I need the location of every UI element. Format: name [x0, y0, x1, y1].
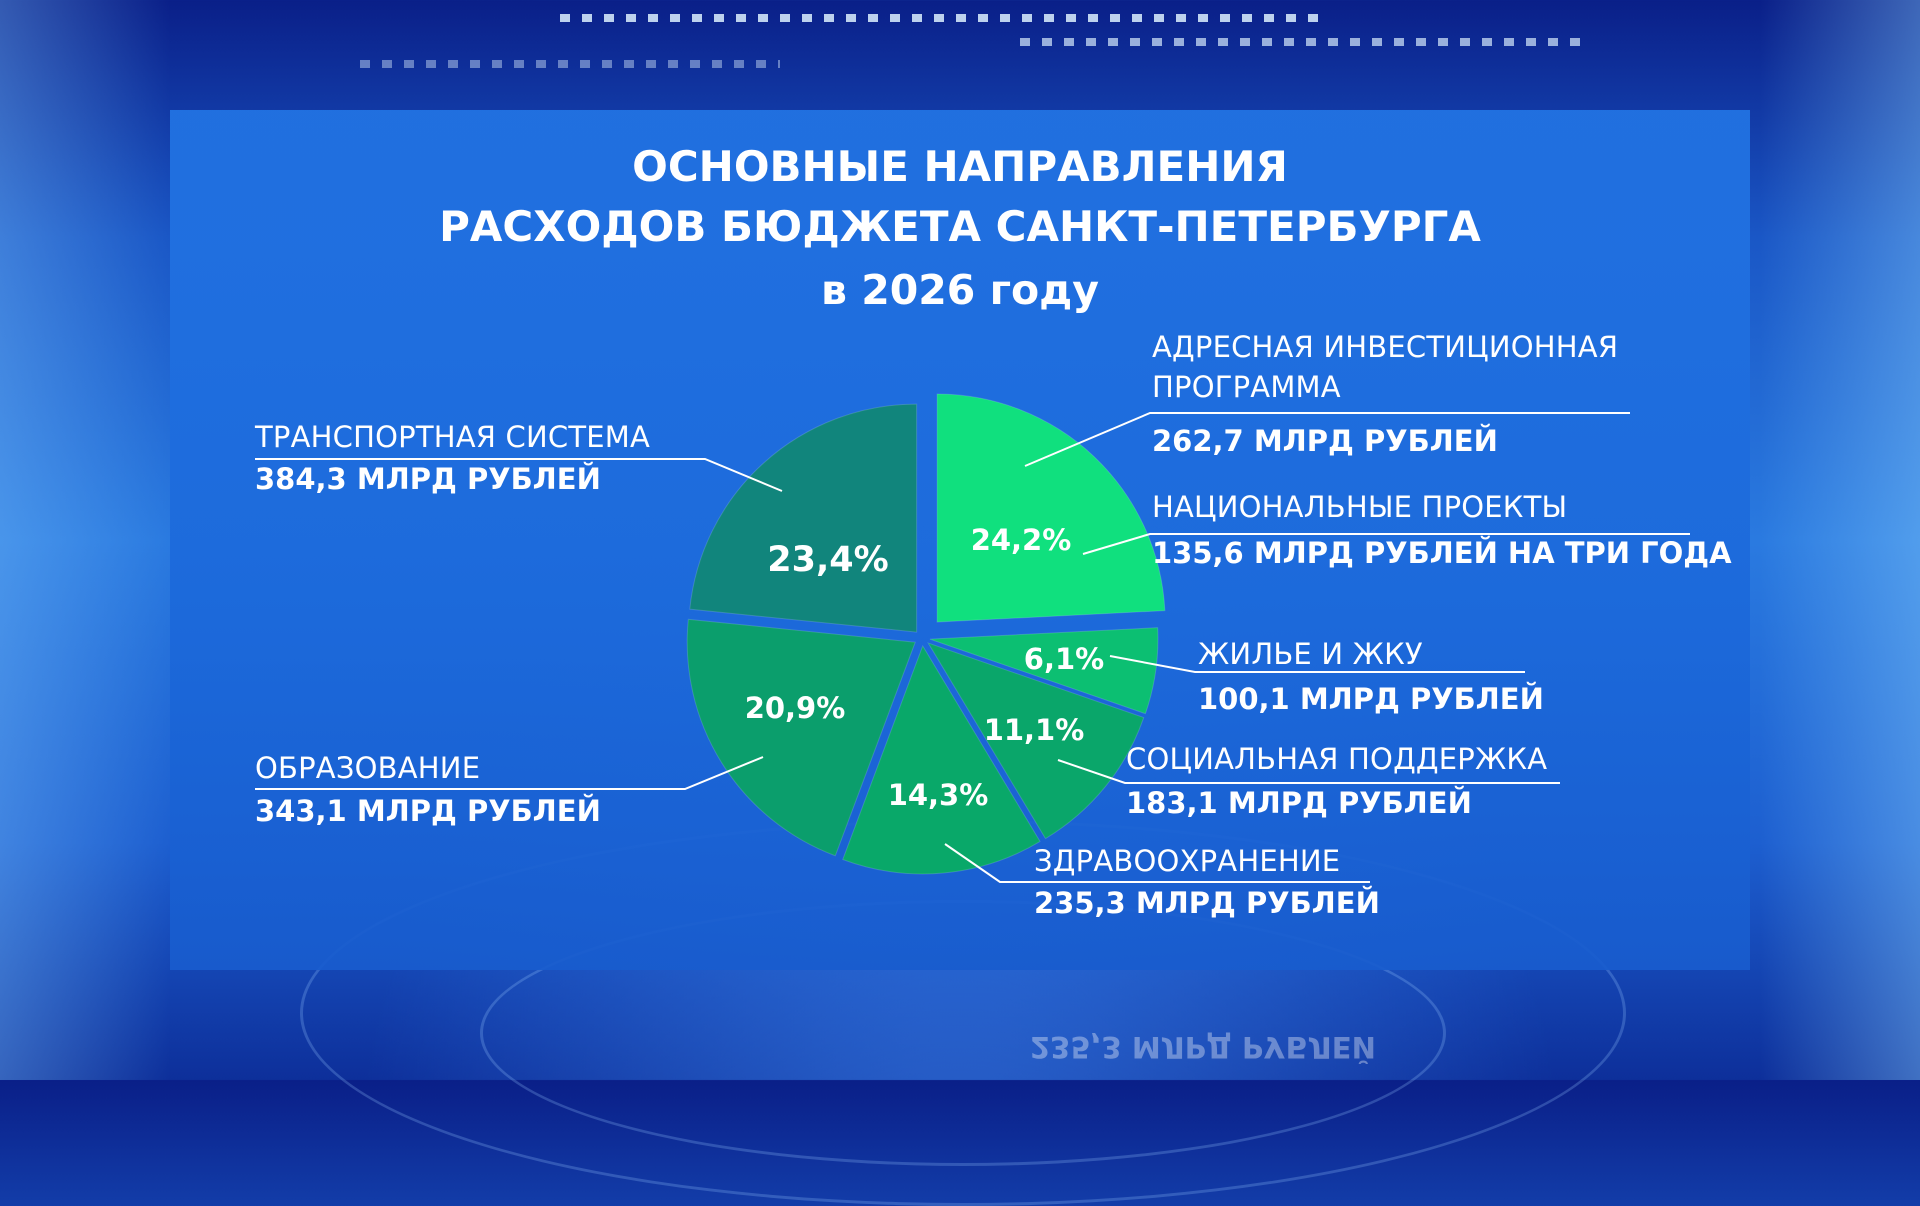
leader-line-social: [1057, 759, 1560, 784]
leader-line-education: [255, 756, 764, 790]
leader-line-transport: [255, 458, 783, 492]
healthcare-value: 235,3 МЛРД РУБЛЕЙ: [1034, 886, 1380, 920]
slice-label-social: 11,1%: [984, 713, 1085, 747]
transport-value: 384,3 МЛРД РУБЛЕЙ: [255, 462, 601, 496]
leader-line-health: [944, 843, 1370, 883]
background-lights: [360, 60, 780, 68]
background-glow-right: [1760, 0, 1920, 1080]
slice-label-housing: 6,1%: [1024, 642, 1104, 676]
slice-label-investment: 24,2%: [971, 523, 1072, 557]
investment-label: АДРЕСНАЯ ИНВЕСТИЦИОННАЯ: [1152, 330, 1619, 364]
investment-label-line-2: ПРОГРАММА: [1152, 370, 1341, 404]
leader-line-housing: [1109, 655, 1525, 673]
slice-label-education: 20,9%: [745, 691, 846, 725]
pie-slice-transport: [689, 403, 918, 633]
pie-chart: 24,2% 6,1% 11,1% 14,3% 20,9% 23,4%: [255, 393, 1690, 883]
housing-label: ЖИЛЬЕ И ЖКУ: [1198, 637, 1423, 671]
pie-slice-health: [842, 644, 1041, 875]
healthcare-label: ЗДРАВООХРАНЕНИЕ: [1034, 844, 1341, 878]
chart-title-line-2: РАСХОДОВ БЮДЖЕТА САНКТ-ПЕТЕРБУРГА: [439, 202, 1481, 251]
background-glow-left: [0, 0, 170, 1080]
investment-value: 262,7 МЛРД РУБЛЕЙ: [1152, 424, 1498, 458]
social-support-label: СОЦИАЛЬНАЯ ПОДДЕРЖКА: [1126, 742, 1548, 776]
leader-line-investment: [1024, 412, 1630, 467]
chart-title-line-1: ОСНОВНЫЕ НАПРАВЛЕНИЯ: [632, 142, 1288, 191]
social-support-value: 183,1 МЛРД РУБЛЕЙ: [1126, 786, 1472, 820]
national-projects-label: НАЦИОНАЛЬНЫЕ ПРОЕКТЫ: [1152, 490, 1568, 524]
reflection-text: 235,3 МЛРД РУБЛЕЙ: [1030, 1030, 1376, 1064]
chart-title-line-3: в 2026 году: [820, 266, 1100, 314]
housing-value: 100,1 МЛРД РУБЛЕЙ: [1198, 682, 1544, 716]
background-lights: [1020, 38, 1580, 46]
pie-slice-social: [927, 642, 1145, 840]
pie-slice-housing: [929, 627, 1159, 715]
slice-label-health: 14,3%: [888, 778, 989, 812]
leader-line-national: [1082, 533, 1690, 555]
education-label: ОБРАЗОВАНИЕ: [255, 751, 481, 785]
education-value: 343,1 МЛРД РУБЛЕЙ: [255, 794, 601, 828]
pie-slice-education: [686, 618, 916, 857]
background-lights: [560, 14, 1320, 22]
transport-label: ТРАНСПОРТНАЯ СИСТЕМА: [255, 420, 651, 454]
national-projects-value: 135,6 МЛРД РУБЛЕЙ НА ТРИ ГОДА: [1152, 536, 1732, 570]
pie-slice-investment: [936, 393, 1166, 623]
slice-label-transport: 23,4%: [767, 540, 888, 580]
